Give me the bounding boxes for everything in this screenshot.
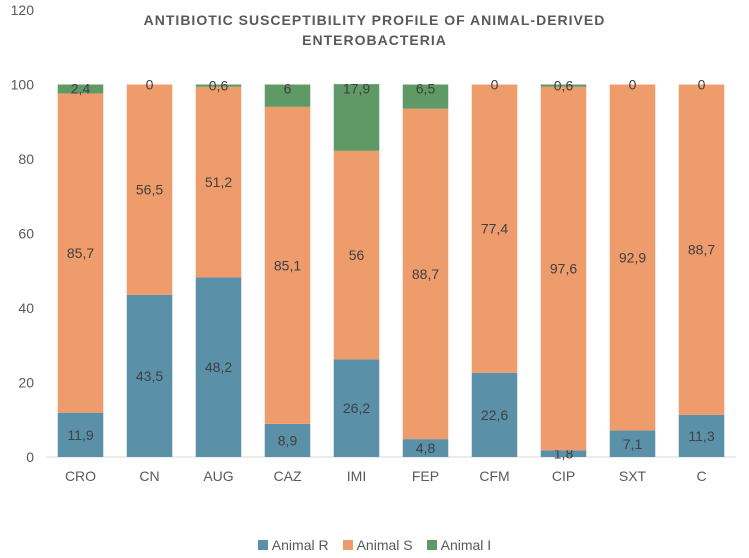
- bar-segment-animal-r: [264, 423, 311, 457]
- x-tick-label: CAZ: [274, 468, 302, 484]
- x-tick-label: CIP: [552, 468, 575, 484]
- bar-segment-animal-s: [126, 84, 173, 295]
- data-label: 6,5: [416, 81, 436, 97]
- bar-segment-animal-r: [471, 372, 518, 457]
- data-label: 43,5: [136, 368, 163, 384]
- data-label: 4,8: [416, 440, 436, 456]
- bar-segment-animal-s: [333, 150, 380, 360]
- x-tick-label: CRO: [65, 468, 96, 484]
- bar-segment-animal-s: [471, 84, 518, 373]
- data-label: 85,1: [274, 257, 301, 273]
- bar-segment-animal-i: [57, 84, 104, 94]
- bar-segment-animal-s: [609, 84, 656, 431]
- data-label: 97,6: [550, 261, 577, 277]
- bar-segment-animal-i: [264, 84, 311, 107]
- data-label: 17,9: [343, 81, 370, 97]
- chart-title-line-2: ENTEROBACTERIA: [302, 32, 447, 48]
- x-tick-label: CN: [139, 468, 159, 484]
- y-tick-label: 60: [18, 226, 34, 242]
- bar-segment-animal-s: [57, 93, 104, 413]
- y-tick-label: 0: [26, 449, 34, 465]
- legend-label-animal-s: Animal S: [356, 537, 413, 553]
- x-tick-label: IMI: [347, 468, 366, 484]
- data-label: 56: [349, 247, 365, 263]
- legend-swatch-animal-i: [426, 540, 437, 550]
- bar-segment-animal-i: [333, 84, 380, 151]
- y-tick-label: 20: [18, 375, 34, 391]
- bar-segment-animal-r: [609, 430, 656, 457]
- data-label: 0: [491, 77, 499, 93]
- data-label: 11,3: [688, 428, 714, 444]
- bar-segment-animal-i: [402, 84, 449, 109]
- data-label: 88,7: [412, 266, 439, 282]
- data-label: 48,2: [205, 359, 232, 375]
- legend-swatch-animal-s: [342, 540, 353, 550]
- x-tick-label: CFM: [479, 468, 509, 484]
- data-label: 11,9: [67, 427, 93, 443]
- chart-title-line-1: ANTIBIOTIC SUSCEPTIBILITY PROFILE OF ANI…: [143, 12, 606, 28]
- data-label: 26,2: [343, 400, 370, 416]
- bar-segment-animal-r: [195, 277, 242, 457]
- data-label: 85,7: [67, 245, 94, 261]
- data-label: 22,6: [481, 407, 508, 423]
- x-tick-label: SXT: [619, 468, 647, 484]
- x-tick-label: AUG: [203, 468, 233, 484]
- y-tick-label: 120: [11, 2, 35, 18]
- data-label: 7,1: [623, 436, 643, 452]
- bar-segment-animal-r: [57, 412, 104, 457]
- bar-segment-animal-s: [264, 106, 311, 424]
- bar-segment-animal-i: [540, 84, 587, 87]
- bar-segment-animal-r: [402, 439, 449, 457]
- x-tick-label: FEP: [412, 468, 439, 484]
- bar-segment-animal-i: [195, 84, 242, 87]
- data-label: 8,9: [278, 432, 298, 448]
- legend-item-animal-s: Animal S: [342, 537, 413, 553]
- y-tick-label: 40: [18, 300, 34, 316]
- data-label: 77,4: [481, 221, 508, 237]
- data-label: 0: [629, 77, 637, 93]
- data-label: 92,9: [619, 250, 646, 266]
- bar-segment-animal-s: [678, 84, 725, 415]
- legend-label-animal-r: Animal R: [271, 537, 329, 553]
- legend-label-animal-i: Animal I: [440, 537, 492, 553]
- data-label: 0,6: [209, 78, 229, 94]
- legend-swatch-animal-r: [257, 540, 268, 550]
- x-tick-label: C: [696, 468, 706, 484]
- legend-item-animal-i: Animal I: [426, 537, 492, 553]
- bar-segment-animal-r: [678, 414, 725, 457]
- data-label: 2,4: [71, 81, 91, 97]
- data-label: 6: [284, 81, 292, 97]
- bar-segment-animal-r: [540, 450, 587, 457]
- chart-legend: Animal R Animal S Animal I: [0, 537, 749, 553]
- data-label: 51,2: [205, 174, 232, 190]
- bar-segment-animal-s: [195, 86, 242, 278]
- data-label: 88,7: [688, 242, 715, 258]
- data-label: 0: [698, 77, 706, 93]
- data-label: 0: [146, 77, 154, 93]
- data-label: 56,5: [136, 182, 163, 198]
- y-tick-label: 100: [11, 77, 35, 93]
- bar-segment-animal-s: [540, 86, 587, 451]
- y-tick-label: 80: [18, 151, 34, 167]
- bar-segment-animal-s: [402, 108, 449, 440]
- bar-segment-animal-r: [333, 359, 380, 457]
- data-label: 0,6: [554, 78, 574, 94]
- bar-segment-animal-r: [126, 294, 173, 457]
- legend-item-animal-r: Animal R: [257, 537, 329, 553]
